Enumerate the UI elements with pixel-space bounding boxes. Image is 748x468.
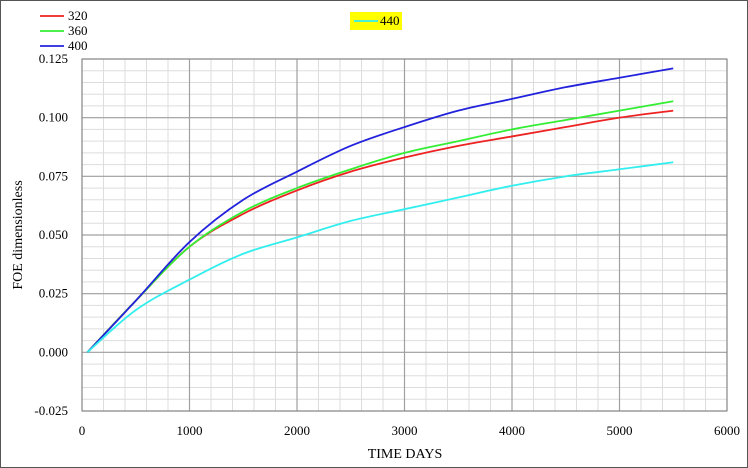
y-tick-label: 0.075 [39,168,68,183]
legend-item-440[interactable]: 440 [350,12,402,30]
series-line-360 [86,100,674,353]
legend-label: 320 [68,8,88,23]
plot-border [81,58,728,412]
y-tick-label: -0.025 [34,403,68,418]
y-tick-label: 0.000 [39,344,68,359]
x-axis-label: TIME DAYS [368,447,443,462]
legend-item-360[interactable]: 360 [40,23,88,38]
series-lines [86,67,674,354]
legend: 320 360 400 440 [40,8,402,53]
y-axis-label: FOE dimensionless [11,180,26,289]
legend-item-320[interactable]: 320 [40,8,88,23]
x-axis-ticks: 0 1000 2000 3000 4000 5000 6000 [79,423,740,438]
legend-label: 400 [68,38,88,53]
x-tick-label: 5000 [607,423,633,438]
x-tick-label: 3000 [392,423,418,438]
series-line-440 [86,161,674,354]
y-tick-label: 0.025 [39,286,68,301]
x-tick-label: 1000 [177,423,203,438]
legend-label: 440 [380,13,400,28]
x-tick-label: 4000 [499,423,525,438]
legend-label: 360 [68,23,88,38]
x-tick-label: 2000 [284,423,310,438]
x-tick-label: 0 [79,423,86,438]
y-tick-label: 0.100 [39,110,68,125]
y-axis-ticks: -0.025 0.000 0.025 0.050 0.075 0.100 0.125 [34,51,68,418]
legend-item-400[interactable]: 400 [40,38,88,53]
x-tick-label: 6000 [714,423,740,438]
y-tick-label: 0.125 [39,51,68,66]
series-line-400 [86,67,674,353]
y-tick-label: 0.050 [39,227,68,242]
